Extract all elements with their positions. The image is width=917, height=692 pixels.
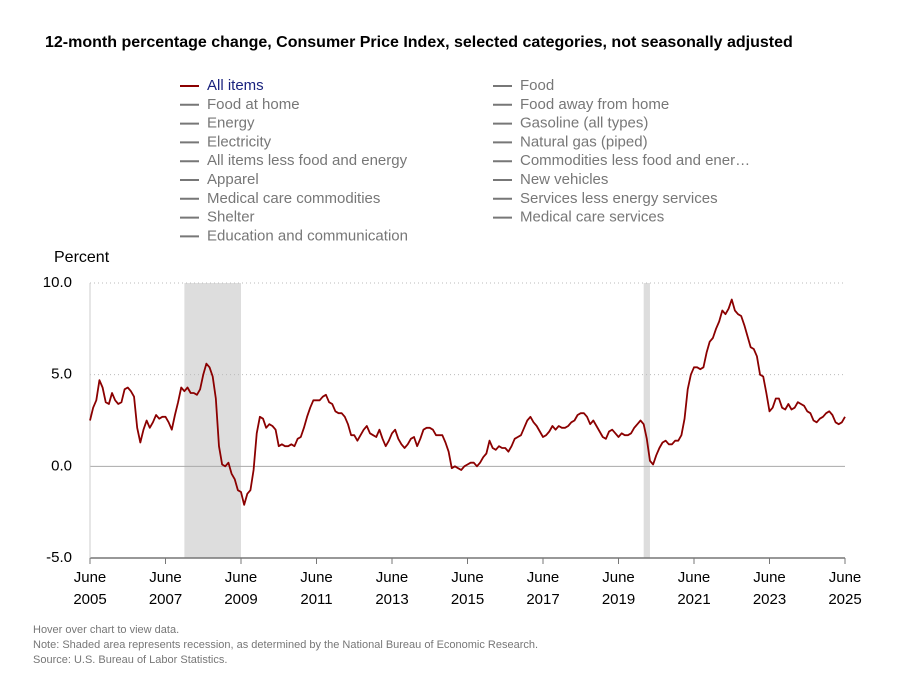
legend-label[interactable]: Medical care services bbox=[520, 209, 664, 226]
x-tick-label: June bbox=[678, 569, 711, 586]
legend-label[interactable]: Commodities less food and ener… bbox=[520, 152, 750, 169]
recession-shade bbox=[643, 283, 650, 558]
legend-label[interactable]: All items bbox=[207, 77, 264, 94]
x-tick-label: 2013 bbox=[375, 591, 408, 608]
x-tick-label: 2007 bbox=[149, 591, 182, 608]
legend-label[interactable]: Food bbox=[520, 77, 554, 94]
legend-label[interactable]: Food away from home bbox=[520, 96, 669, 113]
legend-label[interactable]: Medical care commodities bbox=[207, 190, 380, 207]
y-tick-label: 10.0 bbox=[43, 274, 72, 291]
legend-label[interactable]: Natural gas (piped) bbox=[520, 133, 648, 150]
x-tick-label: 2023 bbox=[753, 591, 786, 608]
x-tick-label: June bbox=[527, 569, 560, 586]
x-tick-label: June bbox=[829, 569, 862, 586]
series-line bbox=[89, 298, 846, 506]
y-axis-label: Percent bbox=[54, 249, 110, 266]
legend-label[interactable]: Apparel bbox=[207, 171, 259, 188]
legend-label[interactable]: New vehicles bbox=[520, 171, 608, 188]
legend-label[interactable]: Gasoline (all types) bbox=[520, 115, 648, 132]
x-tick-label: 2005 bbox=[73, 591, 106, 608]
x-tick-label: 2025 bbox=[828, 591, 861, 608]
legend-label[interactable]: Energy bbox=[207, 115, 255, 132]
footnote: Source: U.S. Bureau of Labor Statistics. bbox=[33, 654, 227, 666]
x-tick-label: 2019 bbox=[602, 591, 635, 608]
legend-label[interactable]: All items less food and energy bbox=[207, 152, 408, 169]
legend-label[interactable]: Education and communication bbox=[207, 227, 408, 244]
x-tick-label: 2017 bbox=[526, 591, 559, 608]
y-tick-label: 5.0 bbox=[51, 366, 72, 383]
x-tick-label: June bbox=[225, 569, 258, 586]
x-tick-label: June bbox=[753, 569, 786, 586]
x-tick-label: June bbox=[376, 569, 409, 586]
x-tick-label: 2015 bbox=[451, 591, 484, 608]
legend-label[interactable]: Shelter bbox=[207, 209, 255, 226]
legend-label[interactable]: Services less energy services bbox=[520, 190, 718, 207]
chart-title: 12-month percentage change, Consumer Pri… bbox=[45, 34, 793, 51]
x-tick-label: 2011 bbox=[300, 591, 332, 608]
legend-label[interactable]: Food at home bbox=[207, 96, 300, 113]
x-tick-label: 2021 bbox=[677, 591, 710, 608]
y-tick-label: 0.0 bbox=[51, 457, 72, 474]
x-tick-label: June bbox=[451, 569, 484, 586]
legend-label[interactable]: Electricity bbox=[207, 133, 272, 150]
footnote: Hover over chart to view data. bbox=[33, 624, 179, 636]
recession-shade bbox=[184, 283, 241, 558]
y-tick-label: -5.0 bbox=[46, 549, 72, 566]
x-tick-label: June bbox=[149, 569, 182, 586]
x-tick-label: June bbox=[602, 569, 635, 586]
x-tick-label: June bbox=[74, 569, 107, 586]
footnote: Note: Shaded area represents recession, … bbox=[33, 639, 538, 651]
x-tick-label: 2009 bbox=[224, 591, 257, 608]
x-tick-label: June bbox=[300, 569, 333, 586]
